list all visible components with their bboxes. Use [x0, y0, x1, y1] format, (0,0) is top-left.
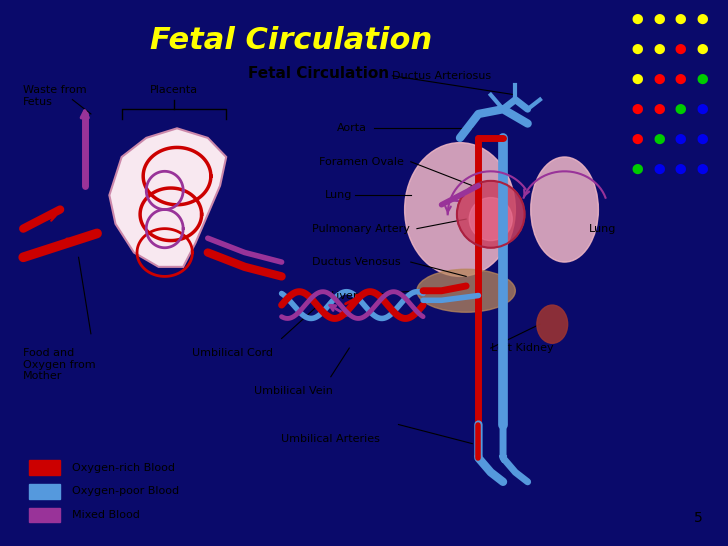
Text: Left Kidney: Left Kidney [491, 343, 553, 353]
Text: Ductus Arteriosus: Ductus Arteriosus [392, 71, 491, 81]
Text: ⬤: ⬤ [653, 74, 665, 84]
Text: ⬤: ⬤ [653, 14, 665, 24]
Text: ⬤: ⬤ [653, 44, 665, 54]
Ellipse shape [457, 181, 525, 248]
Text: Lung: Lung [589, 224, 617, 234]
Text: Waste from
Fetus: Waste from Fetus [23, 85, 87, 107]
Text: ⬤: ⬤ [631, 14, 643, 24]
Text: ⬤: ⬤ [631, 104, 643, 114]
Text: ⬤: ⬤ [675, 74, 687, 84]
Ellipse shape [470, 198, 513, 241]
Text: ⬤: ⬤ [631, 74, 643, 84]
Text: Placenta: Placenta [150, 85, 198, 95]
Text: Umbilical Vein: Umbilical Vein [255, 387, 333, 396]
Text: Oxygen-poor Blood: Oxygen-poor Blood [73, 486, 180, 496]
Text: Mixed Blood: Mixed Blood [73, 511, 141, 520]
Text: ⬤: ⬤ [653, 134, 665, 144]
Text: 5: 5 [694, 511, 703, 525]
Text: ⬤: ⬤ [631, 134, 643, 144]
Text: ⬤: ⬤ [675, 44, 687, 54]
Text: ⬤: ⬤ [675, 14, 687, 24]
Text: ⬤: ⬤ [697, 14, 708, 24]
Text: Food and
Oxygen from
Mother: Food and Oxygen from Mother [23, 348, 96, 381]
Text: ⬤: ⬤ [697, 44, 708, 54]
Text: ⬤: ⬤ [653, 104, 665, 114]
Text: Fetal Circulation: Fetal Circulation [150, 26, 432, 56]
Text: Lung: Lung [325, 190, 352, 200]
Polygon shape [109, 128, 226, 267]
Text: Ductus Venosus: Ductus Venosus [312, 257, 401, 267]
Text: Fetal Circulation: Fetal Circulation [248, 66, 389, 81]
Text: ⬤: ⬤ [653, 164, 665, 174]
Ellipse shape [405, 143, 515, 276]
Text: ⬤: ⬤ [697, 74, 708, 84]
Text: ⬤: ⬤ [697, 104, 708, 114]
Bar [29, 484, 60, 498]
Text: ⬤: ⬤ [631, 164, 643, 174]
Bar [29, 508, 60, 523]
Text: Foramen Ovale: Foramen Ovale [319, 157, 403, 167]
Text: Oxygen-rich Blood: Oxygen-rich Blood [73, 462, 175, 472]
Text: ⬤: ⬤ [697, 134, 708, 144]
Ellipse shape [417, 269, 515, 312]
Text: ⬤: ⬤ [631, 44, 643, 54]
Text: Pulmonary Artery: Pulmonary Artery [312, 224, 410, 234]
Text: ⬤: ⬤ [675, 134, 687, 144]
Text: ⬤: ⬤ [675, 104, 687, 114]
Bar [29, 460, 60, 474]
Text: Liver: Liver [331, 290, 358, 300]
Ellipse shape [531, 157, 598, 262]
Text: Aorta: Aorta [337, 123, 367, 133]
Text: Umbilical Cord: Umbilical Cord [192, 348, 273, 358]
Text: ⬤: ⬤ [697, 164, 708, 174]
Ellipse shape [537, 305, 568, 343]
Text: Umbilical Arteries: Umbilical Arteries [281, 434, 380, 444]
Text: ⬤: ⬤ [675, 164, 687, 174]
